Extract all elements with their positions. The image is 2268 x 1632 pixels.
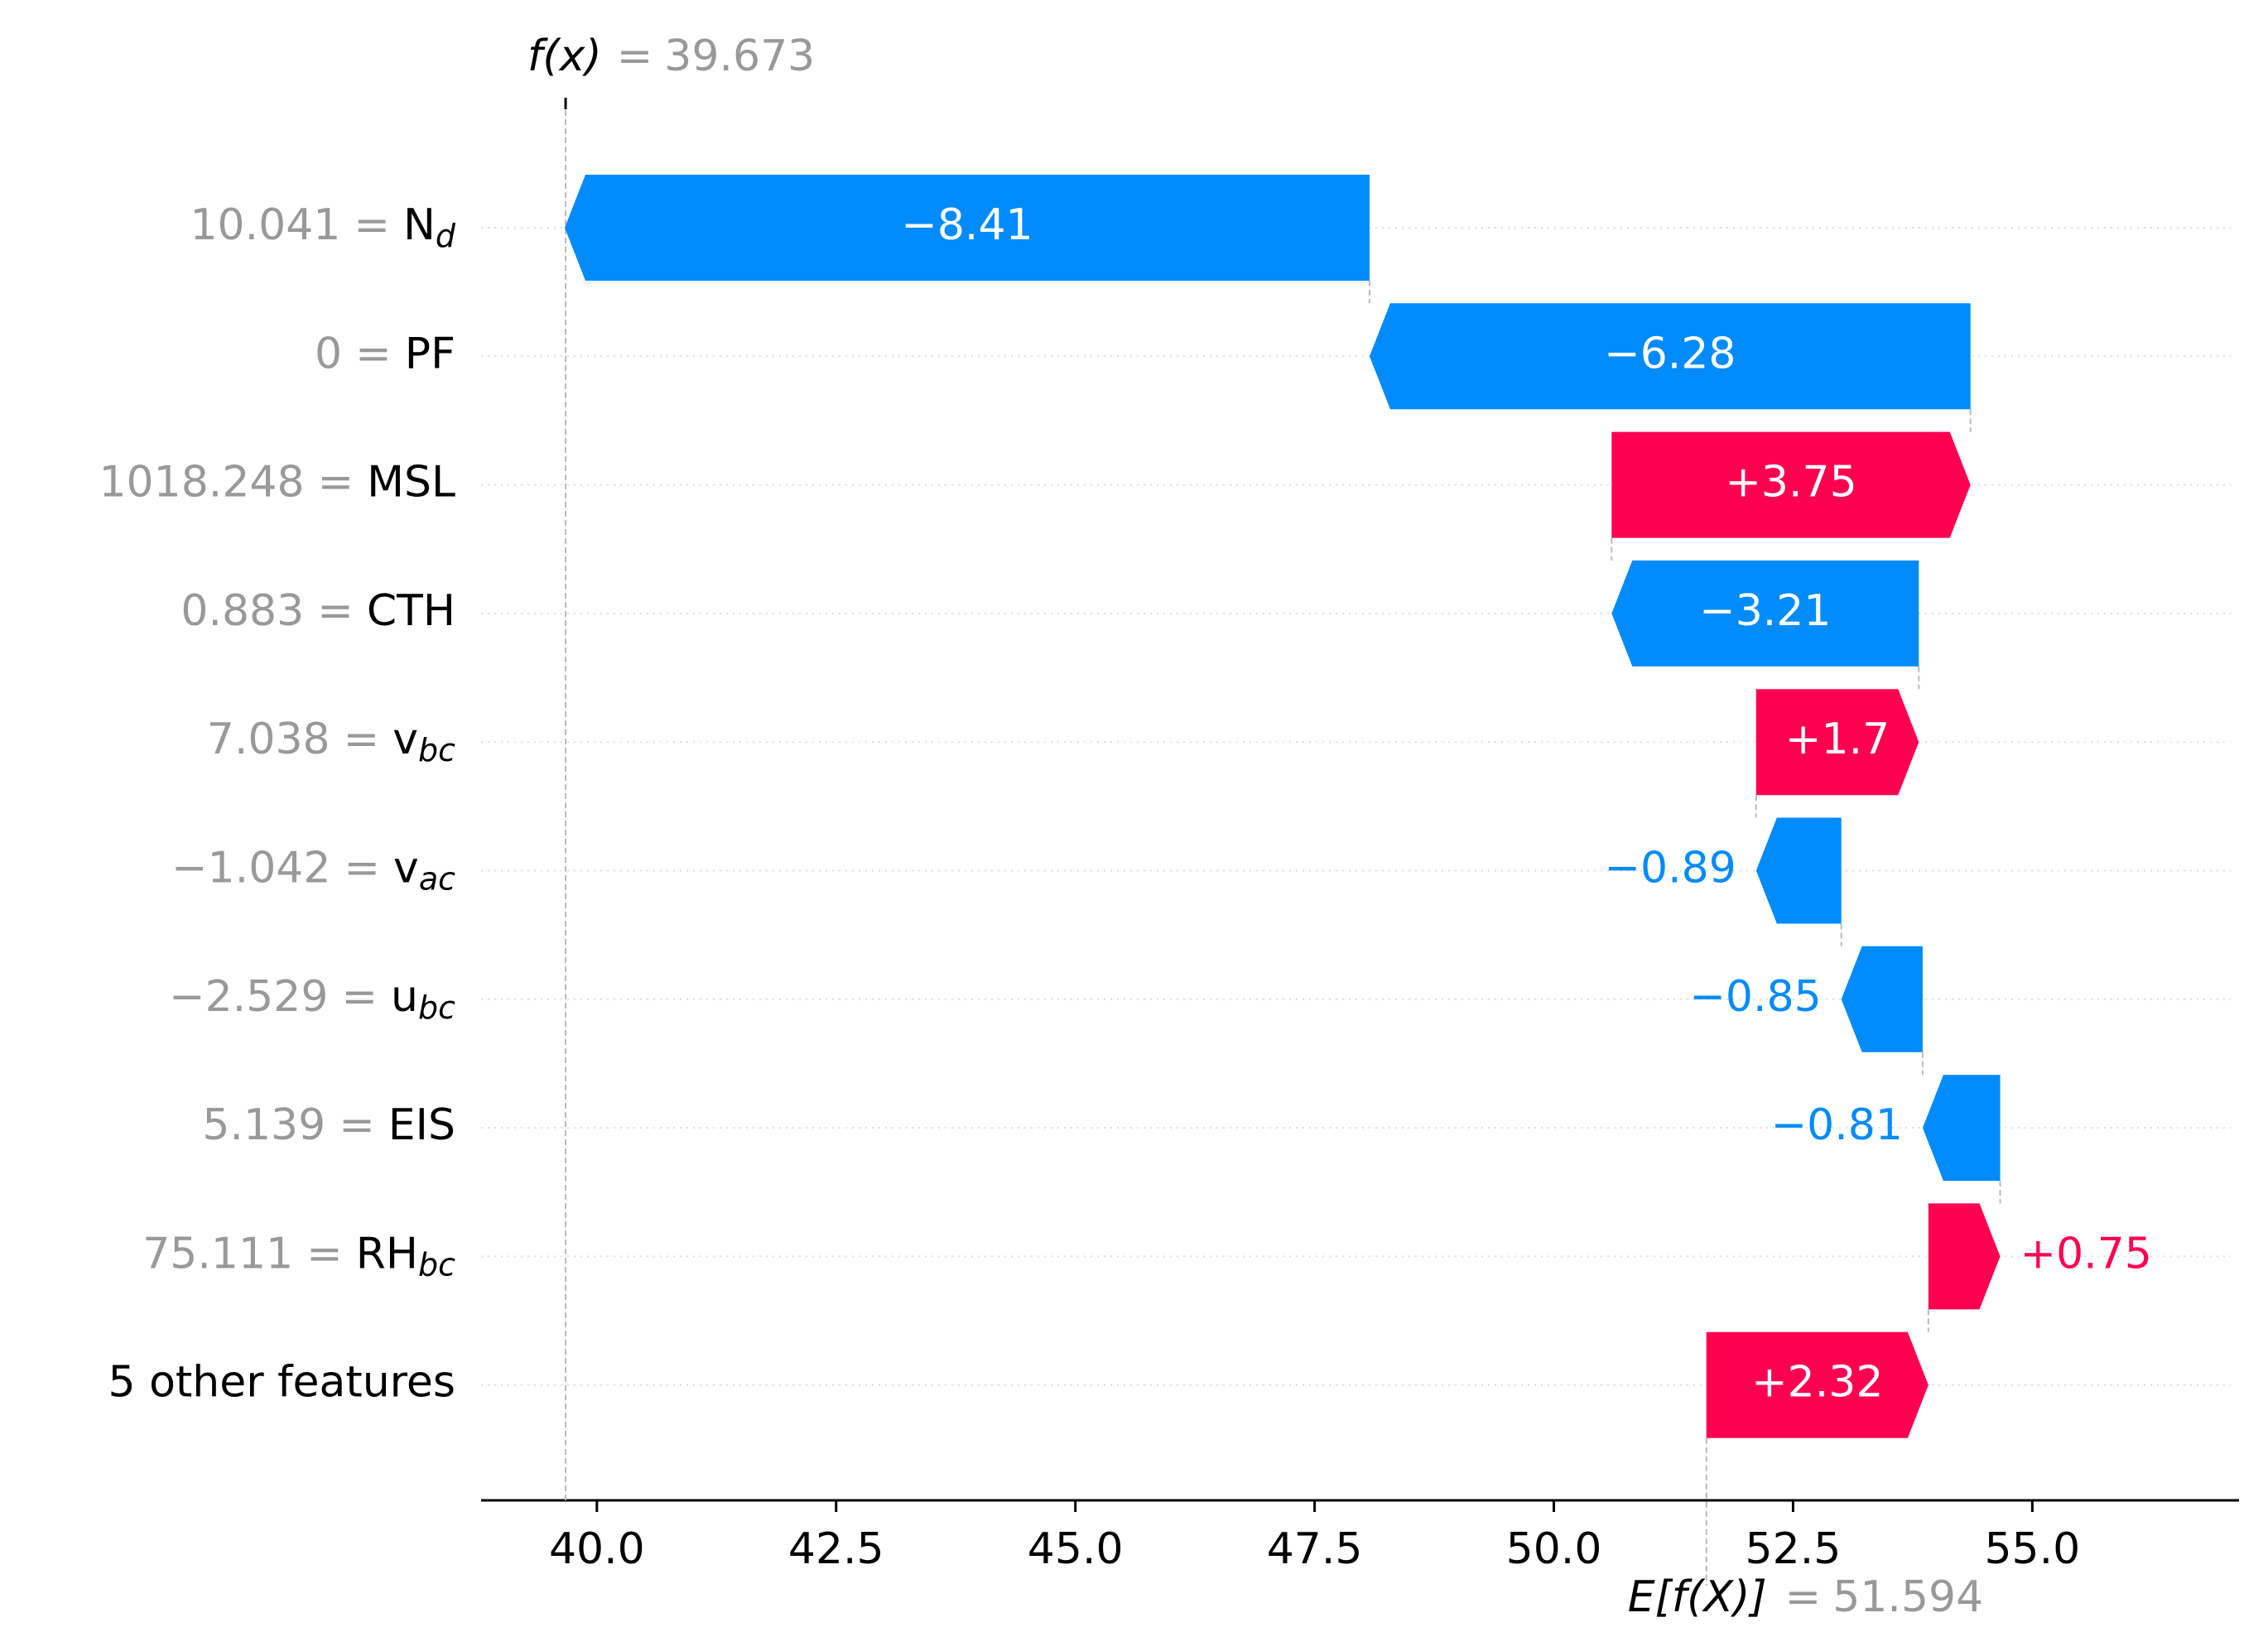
feature-separator: =	[355, 329, 392, 378]
feature-value: 1018.248	[99, 458, 304, 508]
base-label: E[f(X)] = 51.594	[1628, 1572, 1983, 1622]
feature-label: 0.883 = CTH	[181, 586, 455, 636]
bar	[1755, 689, 1919, 796]
feature-value: 5.139	[202, 1100, 325, 1150]
feature-separator: =	[344, 715, 380, 764]
feature-separator: =	[306, 1229, 343, 1278]
feature-label: 75.111 = RHbc	[142, 1229, 455, 1283]
bar	[1922, 1075, 2001, 1182]
base-value: 51.594	[1832, 1572, 1983, 1622]
feature-label: 5.139 = EIS	[202, 1100, 455, 1150]
feature-name: 5 other features	[108, 1358, 455, 1408]
bar	[1611, 431, 1971, 538]
value-label: +3.75	[1725, 458, 1856, 508]
feature-label: −1.042 = vac	[171, 844, 455, 898]
bar	[565, 175, 1370, 281]
feature-value: 0.883	[181, 586, 304, 636]
feature-value: 7.038	[207, 715, 330, 764]
value-label: −6.28	[1604, 329, 1736, 378]
feature-label: −2.529 = ubc	[169, 972, 455, 1026]
x-tick-label: 47.5	[1267, 1524, 1363, 1574]
feature-label: 0 = PF	[315, 329, 455, 378]
feature-label: 7.038 = vbc	[207, 715, 455, 768]
value-label: +0.75	[2020, 1229, 2152, 1278]
feature-label: 1018.248 = MSL	[99, 458, 455, 508]
value-label: +1.7	[1785, 715, 1890, 764]
feature-value: 10.041	[190, 200, 340, 250]
value-label: +2.32	[1751, 1358, 1883, 1408]
bar	[1755, 817, 1842, 924]
feature-name: v	[392, 715, 418, 764]
x-tick-label: 45.0	[1028, 1524, 1124, 1574]
x-tick-label: 40.0	[549, 1524, 645, 1574]
base-separator: =	[1785, 1572, 1822, 1622]
value-label: −0.85	[1689, 972, 1821, 1022]
x-tick-label: 50.0	[1506, 1524, 1602, 1574]
feature-name: v	[393, 844, 419, 893]
bar	[1369, 303, 1971, 410]
value-label: −0.89	[1604, 844, 1736, 893]
feature-subscript: bc	[418, 732, 455, 768]
feature-separator: =	[339, 1100, 375, 1150]
feature-separator: =	[317, 586, 354, 636]
bar	[1841, 946, 1923, 1052]
fx-separator: =	[617, 31, 653, 81]
feature-name: N	[403, 200, 436, 250]
feature-name: CTH	[367, 586, 455, 636]
feature-value: −1.042	[171, 844, 330, 893]
feature-name: u	[391, 972, 418, 1022]
feature-separator: =	[318, 458, 354, 508]
feature-name: EIS	[388, 1100, 455, 1150]
x-tick-label: 42.5	[788, 1524, 884, 1574]
feature-separator: =	[354, 200, 390, 250]
x-tick-label: 55.0	[1984, 1524, 2080, 1574]
base-label-name: E[f(X)]	[1628, 1572, 1767, 1622]
value-label: −8.41	[901, 200, 1033, 250]
feature-value: 75.111	[142, 1229, 293, 1278]
value-label: −0.81	[1771, 1100, 1903, 1150]
feature-separator: =	[341, 972, 378, 1022]
x-tick-label: 52.5	[1746, 1524, 1842, 1574]
bar	[1928, 1203, 2001, 1310]
fx-label-name: f(x)	[527, 31, 602, 81]
value-label: −3.21	[1699, 586, 1831, 636]
fx-label: f(x) = 39.673	[527, 31, 815, 81]
feature-name: PF	[405, 329, 455, 378]
feature-subscript: bc	[418, 1246, 455, 1283]
feature-value: −2.529	[169, 972, 328, 1022]
feature-subscript: bc	[418, 989, 455, 1025]
feature-subscript: d	[436, 218, 456, 254]
feature-label: 5 other features	[108, 1358, 455, 1408]
feature-subscript: ac	[419, 860, 455, 897]
feature-label: 10.041 = Nd	[190, 200, 455, 254]
bar	[1706, 1331, 1929, 1438]
feature-name: MSL	[367, 458, 455, 508]
feature-value: 0	[315, 329, 342, 378]
fx-value: 39.673	[664, 31, 815, 81]
bar	[1611, 560, 1919, 667]
feature-name: RH	[356, 1229, 418, 1278]
feature-separator: =	[344, 844, 380, 893]
